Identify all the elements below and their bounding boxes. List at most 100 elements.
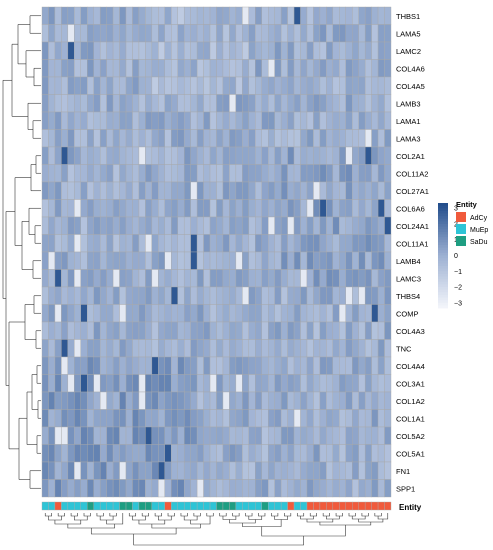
heatmap-cell [61,479,69,498]
heatmap-cell [280,129,288,148]
heatmap-cell [235,304,243,323]
heatmap-cell [138,356,146,375]
heatmap-cell [196,181,204,200]
heatmap-cell [339,321,346,340]
heatmap-cell [268,111,275,130]
heatmap-cell [287,199,295,218]
heatmap-cell [132,339,140,358]
heatmap-cell [106,251,114,270]
colorbar-segment [438,266,448,270]
heatmap-cell [339,216,346,235]
heatmap-cell [87,321,94,340]
heatmap-cell [54,461,62,480]
heatmap-cell [209,41,217,60]
heatmap-cell [339,269,346,288]
heatmap-cell [332,409,340,428]
heatmap-cell [112,286,120,305]
heatmap-cell [132,444,140,463]
heatmap-cell [339,199,346,218]
heatmap-cell [138,444,146,463]
heatmap-cell [332,269,340,288]
heatmap-cell [287,321,295,340]
heatmap-cell [229,391,237,410]
heatmap-cell [261,6,269,25]
heatmap-cell [112,269,120,288]
annotation-cell [352,501,359,511]
colorbar-segment [438,263,448,267]
heatmap-cell [242,181,250,200]
heatmap-cell [248,251,256,270]
heatmap-cell [248,461,256,480]
heatmap-cell [255,461,262,480]
heatmap-cell [371,24,379,43]
heatmap-cell [112,6,120,25]
heatmap-cell [99,24,107,43]
annotation-cell [203,501,211,511]
heatmap-cell [268,199,275,218]
heatmap-cell [80,129,88,148]
heatmap-cell [377,94,385,113]
heatmap-cell [209,269,217,288]
heatmap-cell [48,146,56,165]
heatmap-cell [261,59,269,78]
heatmap-cell [87,111,94,130]
heatmap-cell [274,391,282,410]
heatmap-cell [255,286,262,305]
heatmap-cell [41,111,49,130]
heatmap-cell [371,339,379,358]
heatmap-cell [171,199,178,218]
heatmap-cell [274,6,282,25]
heatmap-cell [158,6,165,25]
heatmap-cell [306,374,314,393]
heatmap-cells [41,6,392,498]
heatmap-cell [313,24,321,43]
heatmap-cell [203,181,211,200]
heatmap-cell [339,146,346,165]
heatmap-cell [158,251,165,270]
annotation-cell [326,501,334,511]
heatmap-cell [300,286,308,305]
heatmap-cell [145,76,153,95]
heatmap-cell [171,164,178,183]
heatmap-cell [151,111,159,130]
heatmap-cell [190,24,198,43]
heatmap-cell [339,41,346,60]
heatmap-cell [306,286,314,305]
heatmap-cell [268,339,275,358]
heatmap-cell [287,356,295,375]
heatmap-cell [209,216,217,235]
heatmap-cell [364,216,372,235]
heatmap-cell [80,461,88,480]
heatmap-cell [235,24,243,43]
annotation-cell [48,501,56,511]
heatmap-cell [300,479,308,498]
heatmap-cell [158,356,165,375]
heatmap-cell [371,76,379,95]
heatmap-cell [229,321,237,340]
heatmap-cell [209,146,217,165]
heatmap-cell [171,181,178,200]
heatmap-cell [112,251,120,270]
heatmap-cell [196,59,204,78]
heatmap-cell [235,286,243,305]
heatmap-cell [306,76,314,95]
heatmap-cell [222,94,230,113]
heatmap-cell [87,304,94,323]
heatmap-cell [274,409,282,428]
heatmap-cell [74,444,81,463]
heatmap-cell [319,479,327,498]
heatmap-cell [352,269,359,288]
heatmap-cell [287,41,295,60]
heatmap-cell [248,356,256,375]
heatmap-cell [112,356,120,375]
heatmap-cell [151,339,159,358]
annotation-cell [248,501,256,511]
heatmap-cell [242,199,250,218]
heatmap-cell [384,146,392,165]
heatmap-cell [171,409,178,428]
heatmap-cell [377,339,385,358]
heatmap-cell [190,164,198,183]
heatmap-cell [132,321,140,340]
heatmap-cell [352,94,359,113]
heatmap-cell [280,199,288,218]
